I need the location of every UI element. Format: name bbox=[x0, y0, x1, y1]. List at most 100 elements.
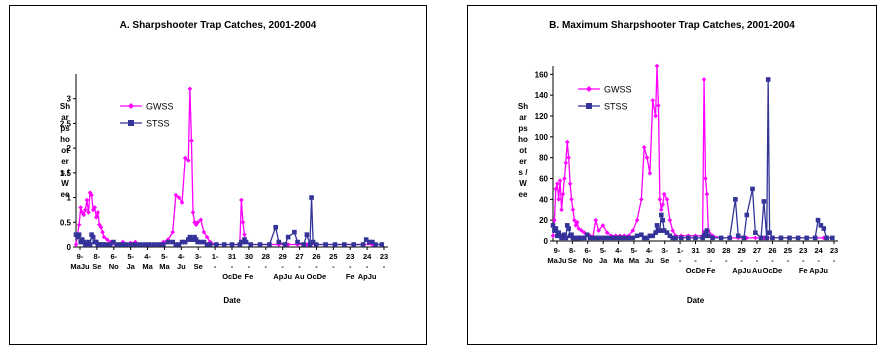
y-tick-label: 2.5 bbox=[60, 119, 72, 128]
data-point-gwss bbox=[84, 197, 90, 203]
data-point-stss bbox=[678, 235, 684, 241]
data-point-gwss bbox=[93, 215, 99, 220]
data-point-gwss bbox=[240, 219, 246, 225]
data-point-gwss bbox=[654, 63, 660, 69]
data-point-stss bbox=[86, 239, 91, 245]
y-tick-label: 60 bbox=[539, 175, 548, 184]
data-point-stss bbox=[634, 233, 640, 239]
data-point-stss bbox=[609, 235, 614, 241]
data-point-stss bbox=[660, 217, 666, 223]
data-point-stss bbox=[151, 242, 157, 247]
x-tick-label: Fe bbox=[707, 266, 716, 275]
data-point-stss bbox=[229, 242, 235, 247]
x-tick-label: - bbox=[349, 262, 352, 271]
data-point-stss bbox=[647, 233, 653, 239]
data-point-gwss bbox=[98, 224, 104, 230]
x-tick-label: - bbox=[248, 262, 251, 271]
data-point-stss bbox=[285, 234, 291, 240]
data-point-stss bbox=[584, 232, 590, 238]
y-tick-label: 160 bbox=[535, 70, 549, 79]
x-tick-label: OcDe bbox=[763, 266, 783, 275]
legend-marker bbox=[586, 103, 592, 109]
x-tick-label: 4- bbox=[646, 246, 653, 255]
data-point-gwss bbox=[198, 217, 204, 223]
data-point-stss bbox=[78, 239, 83, 245]
x-tick-label: Ju bbox=[645, 256, 654, 265]
data-point-gwss bbox=[650, 98, 656, 103]
x-tick-label: 6- bbox=[110, 252, 117, 261]
data-point-stss bbox=[276, 239, 282, 245]
x-tick-label: Fe bbox=[245, 272, 254, 281]
x-tick-label: OcDe bbox=[307, 272, 327, 281]
data-point-gwss bbox=[556, 197, 561, 202]
data-point-stss bbox=[701, 233, 707, 239]
x-tick-label: Se bbox=[92, 262, 101, 271]
data-point-stss bbox=[147, 242, 152, 247]
data-point-gwss bbox=[81, 212, 87, 218]
x-tick-label: 28 bbox=[722, 246, 730, 255]
data-point-stss bbox=[579, 235, 584, 241]
x-tick-label: - bbox=[771, 256, 774, 265]
data-point-stss bbox=[593, 235, 599, 241]
x-tick-label: 8- bbox=[569, 246, 576, 255]
x-tick-label: - bbox=[298, 262, 301, 271]
data-point-gwss bbox=[656, 103, 661, 108]
data-point-gwss bbox=[552, 217, 557, 223]
data-point-gwss bbox=[570, 207, 576, 213]
data-point-stss bbox=[248, 242, 254, 247]
x-tick-label: 29 bbox=[737, 246, 745, 255]
data-point-gwss bbox=[132, 239, 138, 245]
data-point-stss bbox=[108, 242, 113, 247]
y-tick-label: 0 bbox=[67, 243, 72, 252]
data-point-stss bbox=[659, 212, 664, 218]
x-tick-label: Fe bbox=[346, 272, 355, 281]
data-point-gwss bbox=[79, 210, 85, 215]
data-point-stss bbox=[360, 242, 366, 247]
y-tick-label: 40 bbox=[539, 195, 548, 204]
series-line-stss bbox=[552, 79, 833, 241]
data-point-gwss bbox=[566, 155, 571, 160]
data-point-gwss bbox=[108, 239, 113, 245]
x-tick-label: ApJu bbox=[732, 266, 751, 275]
data-point-stss bbox=[644, 235, 650, 241]
data-point-stss bbox=[170, 239, 176, 245]
data-point-stss bbox=[727, 235, 732, 241]
data-point-gwss bbox=[557, 178, 563, 183]
data-point-stss bbox=[111, 239, 116, 245]
data-point-gwss bbox=[554, 181, 560, 187]
x-tick-label: 28 bbox=[262, 252, 270, 261]
data-point-stss bbox=[198, 239, 204, 245]
data-point-gwss bbox=[101, 234, 107, 240]
x-tick-label: 26 bbox=[768, 246, 776, 255]
data-point-stss bbox=[142, 242, 147, 247]
data-point-stss bbox=[641, 235, 647, 241]
data-point-stss bbox=[553, 226, 559, 231]
data-point-stss bbox=[758, 235, 764, 241]
data-point-stss bbox=[132, 242, 138, 247]
data-point-gwss bbox=[182, 155, 188, 161]
data-point-stss bbox=[556, 230, 561, 235]
data-point-stss bbox=[650, 233, 656, 239]
x-axis-label: Date bbox=[687, 296, 705, 305]
x-tick-label: ApJu bbox=[273, 272, 292, 281]
data-point-stss bbox=[718, 235, 724, 241]
data-point-stss bbox=[193, 237, 199, 242]
x-tick-label: Au bbox=[295, 272, 305, 281]
data-point-gwss bbox=[653, 113, 658, 119]
data-point-gwss bbox=[661, 191, 667, 197]
x-tick-label: Fe bbox=[799, 266, 808, 275]
data-point-stss bbox=[242, 237, 247, 242]
x-tick-label: 6- bbox=[584, 246, 591, 255]
data-point-gwss bbox=[176, 195, 182, 200]
data-point-stss bbox=[363, 237, 369, 242]
data-point-stss bbox=[667, 233, 673, 239]
x-tick-label: 8- bbox=[94, 252, 101, 261]
data-point-stss bbox=[282, 242, 288, 247]
data-point-gwss bbox=[100, 229, 105, 235]
data-point-stss bbox=[566, 226, 571, 231]
x-tick-label: - bbox=[231, 262, 234, 271]
data-point-stss bbox=[176, 242, 182, 247]
data-point-gwss bbox=[120, 239, 126, 245]
y-tick-label: 140 bbox=[535, 91, 549, 100]
data-point-gwss bbox=[553, 186, 559, 192]
